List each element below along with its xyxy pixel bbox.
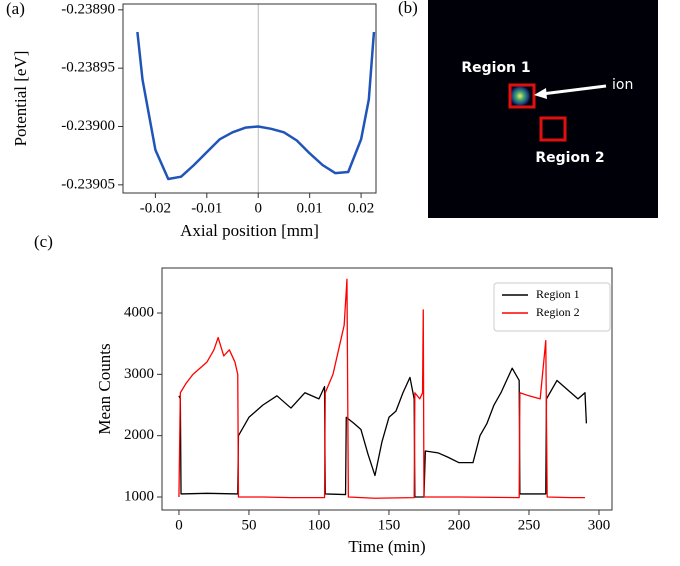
panel-label: (b)	[398, 0, 418, 17]
legend-label: Region 1	[536, 287, 580, 301]
y-axis-label: Potential [eV]	[11, 51, 30, 147]
panel-label: (a)	[6, 0, 25, 18]
x-tick-label: 0	[254, 200, 262, 216]
ion-label: ion	[612, 77, 633, 93]
ion-arrowhead	[534, 88, 547, 99]
x-tick-label: 150	[378, 517, 401, 533]
x-tick-label: 0.01	[297, 200, 323, 216]
x-axis-label: Axial position [mm]	[180, 221, 319, 240]
y-tick-label: -0.23905	[61, 176, 115, 192]
series-line	[178, 367, 588, 498]
region-2-label: Region 2	[535, 150, 604, 166]
legend-label: Region 2	[536, 305, 580, 319]
x-tick-label: 0.02	[348, 200, 374, 216]
series-line	[178, 278, 585, 499]
plot-frame	[161, 267, 613, 511]
x-tick-label: 200	[448, 517, 471, 533]
y-tick-label: 2000	[124, 427, 154, 443]
region-2-box	[539, 116, 567, 142]
y-tick-label: 4000	[124, 304, 154, 320]
region-1-label: Region 1	[461, 60, 530, 76]
y-tick-label: -0.23890	[61, 1, 115, 17]
ion-glow	[508, 84, 532, 108]
y-tick-label: -0.23895	[61, 60, 115, 76]
x-axis-label: Time (min)	[348, 537, 425, 556]
y-tick-label: -0.23900	[61, 118, 115, 134]
series-line	[136, 31, 376, 181]
y-tick-label: 1000	[124, 488, 154, 504]
y-tick-label: 3000	[124, 366, 154, 382]
ion-arrow	[541, 84, 607, 96]
plot-frame	[122, 3, 377, 194]
x-tick-label: 100	[308, 517, 331, 533]
x-tick-label: 50	[241, 517, 256, 533]
region-1-box	[508, 83, 536, 109]
y-axis-label: Mean Counts	[95, 343, 114, 434]
x-tick-label: 0	[175, 517, 183, 533]
panel-label: (c)	[34, 232, 53, 251]
x-tick-label: 300	[588, 517, 611, 533]
x-tick-label: -0.01	[191, 200, 222, 216]
x-tick-label: -0.02	[140, 200, 171, 216]
camera-image	[428, 0, 658, 218]
x-tick-label: 250	[518, 517, 541, 533]
